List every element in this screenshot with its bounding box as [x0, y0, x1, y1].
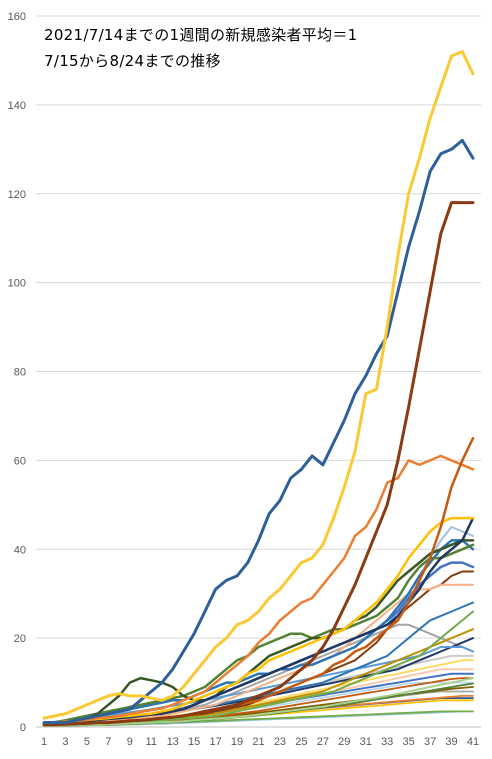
y-tick-label: 80 [14, 367, 26, 379]
chart-title-line-1: 2021/7/14までの1週間の新規感染者平均＝1 [44, 26, 358, 44]
series-line-5 [42, 454, 475, 724]
x-tick-label: 7 [105, 736, 111, 748]
series-line-13 [43, 583, 474, 726]
x-tick-label: 25 [295, 736, 307, 748]
x-tick-label: 19 [231, 736, 243, 748]
series-line-1 [42, 50, 475, 720]
x-tick-label: 41 [467, 736, 479, 748]
x-axis-tick-labels: 1 3 5 7 9 11 13 15 17 19 21 23 25 27 29 31 33 35 37 39 41 [41, 736, 479, 748]
x-tick-label: 13 [167, 736, 179, 748]
x-tick-label: 17 [209, 736, 221, 748]
x-tick-label: 21 [252, 736, 264, 748]
y-axis-tick-labels: 0 20 40 60 80 100 120 140 160 [8, 11, 26, 734]
x-tick-label: 39 [445, 736, 457, 748]
series-line-24 [43, 677, 474, 727]
y-tick-label: 100 [8, 278, 26, 290]
gridlines [36, 15, 481, 728]
y-tick-label: 60 [14, 455, 26, 467]
x-tick-label: 3 [62, 736, 68, 748]
y-tick-label: 140 [8, 100, 26, 112]
y-tick-label: 120 [8, 189, 26, 201]
x-tick-label: 11 [146, 736, 157, 748]
y-tick-label: 40 [14, 544, 26, 556]
x-tick-label: 33 [381, 736, 393, 748]
x-tick-label: 35 [403, 736, 415, 748]
x-tick-label: 27 [317, 736, 329, 748]
series-line-3 [42, 201, 475, 727]
series-line-9 [42, 543, 475, 724]
x-tick-label: 37 [424, 736, 436, 748]
x-tick-label: 5 [84, 736, 90, 748]
series-line-2 [42, 138, 475, 725]
x-tick-label: 9 [127, 736, 133, 748]
x-tick-label: 23 [274, 736, 286, 748]
x-tick-label: 29 [338, 736, 350, 748]
series-line-8 [42, 539, 475, 724]
y-tick-label: 160 [8, 11, 26, 23]
chart-title-line-2: 7/15から8/24までの推移 [44, 52, 221, 70]
series-lines [42, 50, 475, 727]
x-tick-label: 15 [188, 736, 200, 748]
x-tick-label: 31 [360, 736, 372, 748]
y-tick-label: 0 [20, 722, 26, 734]
y-tick-label: 20 [14, 633, 26, 645]
x-tick-label: 1 [41, 736, 47, 748]
